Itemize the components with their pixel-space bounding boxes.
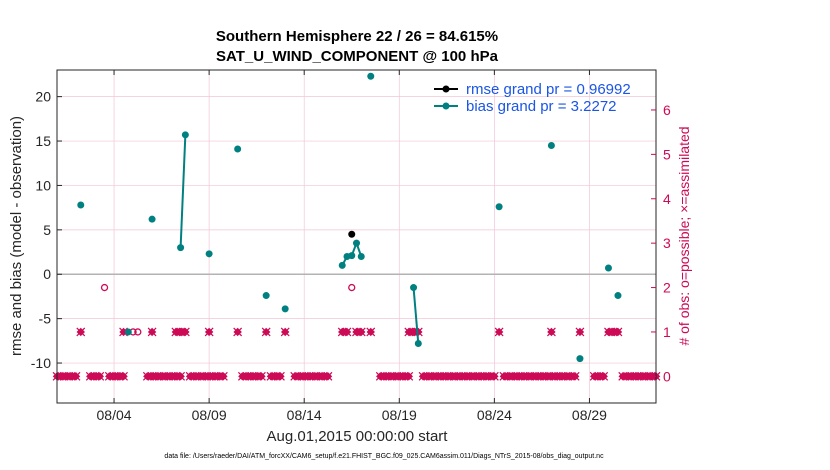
- obs-assimilated-zero-86: [618, 372, 627, 381]
- obs-assimilated-one-14: [366, 327, 375, 337]
- obs-assimilated-one-8: [261, 327, 271, 337]
- y-tick-label-4: 10: [35, 177, 51, 193]
- obs-assimilated-one-7: [233, 327, 242, 337]
- y-tick-label-1: -5: [39, 311, 52, 327]
- bias-point-8-3: [353, 239, 360, 247]
- obs-assimilated-zero-35: [276, 372, 285, 381]
- y-right-tick-label-3: 3: [663, 235, 671, 251]
- obs-assimilated-zero-11: [119, 372, 128, 381]
- bias-series: [77, 72, 622, 363]
- obs-layer: [52, 283, 661, 381]
- chart-subtitle: SAT_U_WIND_COMPONENT @ 100 hPa: [216, 48, 499, 65]
- y-right-tick-label-1: 1: [663, 324, 671, 340]
- obs-assimilated-one-22: [609, 327, 618, 337]
- y-right-tick-label-2: 2: [663, 280, 671, 296]
- bias-point-7-0: [281, 305, 289, 313]
- obs-assimilated-one-20: [575, 327, 585, 337]
- legend-rmse-marker: [442, 85, 450, 93]
- obs-assimilated-zero-82: [570, 372, 580, 381]
- obs-assimilated-zero-83: [589, 372, 599, 381]
- y-axis-left: -10 -5 0 5 10 15 20: [31, 89, 62, 371]
- rmse-point-0: [348, 230, 356, 238]
- obs-possible-0: [100, 283, 109, 292]
- obs-assimilated-zero-27: [219, 372, 228, 381]
- obs-assimilated-zero-85: [599, 372, 608, 381]
- bias-line-10: [412, 287, 420, 344]
- obs-assimilated-zero-88: [628, 372, 637, 381]
- bias-point-13-0: [576, 355, 584, 363]
- obs-assimilated-zero-7: [95, 372, 104, 381]
- obs-possible-2: [134, 328, 142, 336]
- obs-assimilated-one-11: [342, 327, 352, 337]
- x-axis-label: Aug.01,2015 00:00:00 start: [267, 428, 449, 445]
- obs-assimilated-zero-43: [323, 372, 333, 381]
- obs-assimilated-zero-66: [490, 372, 499, 381]
- obs-assimilated-one-18: [494, 327, 504, 337]
- y-right-tick-label-4: 4: [663, 191, 671, 207]
- y-tick-label-5: 15: [35, 133, 51, 149]
- obs-assimilated-zero-50: [404, 372, 413, 381]
- bias-point-15-0: [614, 292, 622, 300]
- bias-point-11-0: [495, 203, 503, 211]
- obs-assimilated-one-6: [204, 327, 214, 337]
- bias-point-10-0: [410, 284, 418, 292]
- y-tick-label-0: -10: [31, 355, 51, 371]
- bias-point-5-0: [234, 145, 242, 153]
- y-tick-label-2: 0: [43, 266, 51, 282]
- bias-line-3: [179, 134, 187, 248]
- y-right-tick-label-5: 5: [663, 146, 671, 162]
- obs-assimilated-one-5: [181, 327, 190, 337]
- data-file-footnote: data file: /Users/raeder/DAI/ATM_forcXX/…: [164, 453, 604, 460]
- bias-point-0-0: [77, 201, 85, 209]
- bias-point-8-2: [348, 252, 356, 260]
- legend-bias-marker: [442, 102, 450, 110]
- plot-frame: [56, 69, 657, 404]
- bias-point-4-0: [205, 250, 213, 258]
- x-tick-label-3: 08/19: [382, 407, 417, 423]
- obs-assimilated-zero-19: [176, 372, 185, 381]
- y-axis-right: 0 1 2 3 4 5 6: [651, 102, 671, 384]
- x-tick-label-0: 08/04: [97, 407, 132, 423]
- bias-point-8-0: [338, 261, 346, 269]
- plot-area: [57, 70, 656, 403]
- obs-assimilated-one-2: [147, 327, 157, 337]
- y-tick-label-3: 5: [43, 222, 51, 238]
- y-right-tick-label-0: 0: [663, 368, 671, 384]
- bias-point-1-0: [124, 328, 132, 336]
- rmse-series: [348, 230, 356, 238]
- bias-point-2-0: [148, 215, 156, 223]
- obs-assimilated-one-9: [280, 327, 290, 337]
- obs-assimilated-one-0: [76, 327, 85, 337]
- x-tick-label-5: 08/29: [572, 407, 607, 423]
- x-tick-label-1: 08/09: [192, 407, 227, 423]
- x-axis: 08/04 08/09 08/14 08/19 08/24 08/29: [97, 70, 607, 423]
- obs-assimilated-one-23: [613, 327, 623, 337]
- obs-assimilated-one-19: [547, 327, 556, 337]
- obs-assimilated-zero-32: [257, 372, 266, 381]
- x-tick-label-2: 08/14: [287, 407, 322, 423]
- bias-point-6-0: [262, 292, 270, 300]
- chart-title: Southern Hemisphere 22 / 26 = 84.615%: [216, 28, 498, 45]
- y-axis-label-right: # of obs: o=possible; ×=assimilated: [676, 126, 692, 345]
- y-axis-label: rmse and bias (model - observation): [8, 116, 25, 356]
- bias-point-9-0: [367, 72, 375, 80]
- obs-assimilated-zero-90: [637, 372, 646, 381]
- y-right-tick-label-6: 6: [663, 102, 671, 118]
- obs-assimilated-one-13: [357, 327, 366, 337]
- bias-point-8-4: [357, 252, 365, 260]
- bias-point-10-1: [414, 340, 422, 348]
- bias-point-12-0: [547, 141, 555, 149]
- bias-point-3-1: [181, 131, 189, 139]
- legend-bias-label: bias grand pr = 3.2272: [466, 98, 617, 115]
- legend: rmse grand pr = 0.96992 bias grand pr = …: [434, 81, 631, 115]
- bias-point-14-0: [604, 264, 612, 272]
- obs-possible-3: [348, 283, 356, 292]
- bias-point-3-0: [177, 244, 185, 252]
- legend-rmse-label: rmse grand pr = 0.96992: [466, 81, 631, 98]
- y-tick-label-6: 20: [35, 89, 51, 105]
- x-tick-label-4: 08/24: [477, 407, 512, 423]
- obs-assimilated-zero-4: [71, 372, 81, 381]
